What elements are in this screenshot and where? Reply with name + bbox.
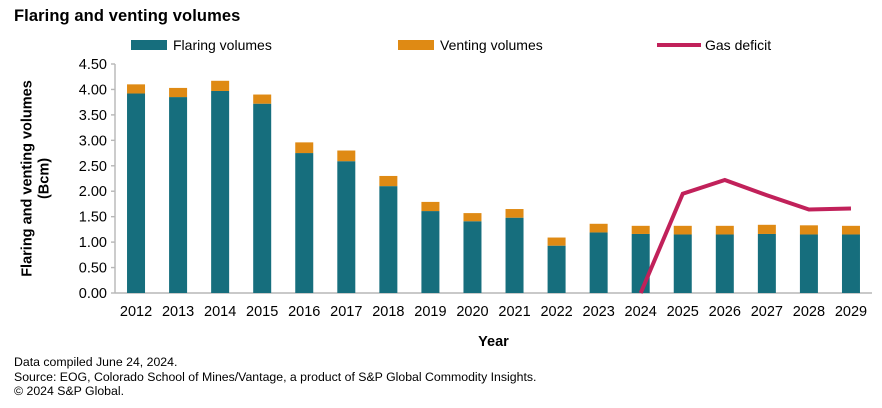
footer: Data compiled June 24, 2024. Source: EOG… [14,355,536,399]
chart-title: Flaring and venting volumes [14,7,241,25]
y-tick-label: 2.00 [79,184,107,200]
bar-venting-2028 [799,225,818,235]
bar-venting-2017 [337,150,356,162]
bar-venting-2029 [841,225,860,235]
bar-venting-2025 [673,225,692,235]
legend-item-venting: Venting volumes [398,37,543,53]
bar-flaring-2022 [547,245,566,293]
bar-venting-2016 [295,142,314,154]
x-axis-title: Year [478,334,509,350]
x-tick-label-2029: 2029 [835,304,867,320]
x-tick-label-2016: 2016 [288,304,320,320]
bar-venting-2014 [211,80,230,91]
bar-flaring-2012 [127,93,146,293]
bar-venting-2024 [631,225,650,234]
bar-flaring-2014 [211,90,230,294]
bar-venting-2015 [253,94,272,104]
bar-flaring-2018 [379,186,398,293]
y-tick-label: 4.00 [79,82,107,98]
bar-venting-2020 [463,213,482,222]
gas-deficit-line [638,177,852,294]
y-tick-label: 3.00 [79,133,107,149]
footer-copyright: © 2024 S&P Global. [14,384,125,399]
y-tick-label: 4.50 [79,57,107,73]
x-tick-label-2023: 2023 [583,304,615,320]
bar-venting-2013 [169,87,188,98]
x-tick-label-2012: 2012 [120,304,152,320]
bar-flaring-2026 [715,234,734,293]
legend-item-gas-deficit: Gas deficit [657,37,771,53]
y-tick-label: 1.50 [79,210,107,226]
legend-label-gas-deficit: Gas deficit [705,37,772,53]
x-tick-label-2026: 2026 [709,304,741,320]
x-tick-label-2025: 2025 [667,304,699,320]
bar-flaring-2029 [841,234,860,293]
bar-venting-2021 [505,209,524,218]
y-tick-label: 1.00 [79,235,107,251]
x-tick-label-2028: 2028 [793,304,825,320]
bar-flaring-2020 [463,221,482,293]
x-tick-label-2027: 2027 [751,304,783,320]
bar-flaring-2024 [631,233,650,293]
bar-venting-2012 [127,84,146,94]
x-tick-label-2014: 2014 [204,304,236,320]
bar-venting-2023 [589,223,608,233]
x-tick-label-2024: 2024 [625,304,657,320]
x-tick-label-2019: 2019 [414,304,446,320]
x-tick-label-2021: 2021 [498,304,530,320]
bar-flaring-2016 [295,153,314,293]
bar-venting-2026 [715,225,734,235]
y-tick-label: 0.00 [79,286,107,302]
x-tick-label-2020: 2020 [456,304,488,320]
gas-deficit-line-swatch-icon [657,43,701,47]
x-tick-label-2018: 2018 [372,304,404,320]
x-tick-label-2015: 2015 [246,304,278,320]
bar-flaring-2021 [505,217,524,293]
bar-flaring-2013 [169,97,188,293]
bar-venting-2019 [421,201,440,212]
x-tick-label-2022: 2022 [540,304,572,320]
venting-swatch-icon [398,40,434,50]
y-tick-label: 2.50 [79,159,107,175]
bar-venting-2022 [547,237,566,246]
bar-flaring-2019 [421,211,440,293]
bar-flaring-2025 [673,234,692,293]
bar-flaring-2023 [589,232,608,293]
flaring-swatch-icon [131,40,167,50]
legend-label-flaring: Flaring volumes [173,37,272,53]
y-tick-label: 0.50 [79,261,107,277]
bar-flaring-2015 [253,103,272,294]
bar-venting-2018 [379,175,398,187]
bar-flaring-2028 [799,234,818,293]
y-tick-label: 3.50 [79,108,107,124]
x-tick-label-2013: 2013 [162,304,194,320]
x-tick-label-2017: 2017 [330,304,362,320]
footer-compiled-date: Data compiled June 24, 2024. [14,355,178,369]
bar-flaring-2017 [337,161,356,293]
footer-source: Source: EOG, Colorado School of Mines/Va… [14,369,537,384]
bar-venting-2027 [757,224,776,234]
legend-item-flaring: Flaring volumes [131,37,272,53]
bar-flaring-2027 [757,233,776,293]
legend-label-venting: Venting volumes [440,37,543,53]
